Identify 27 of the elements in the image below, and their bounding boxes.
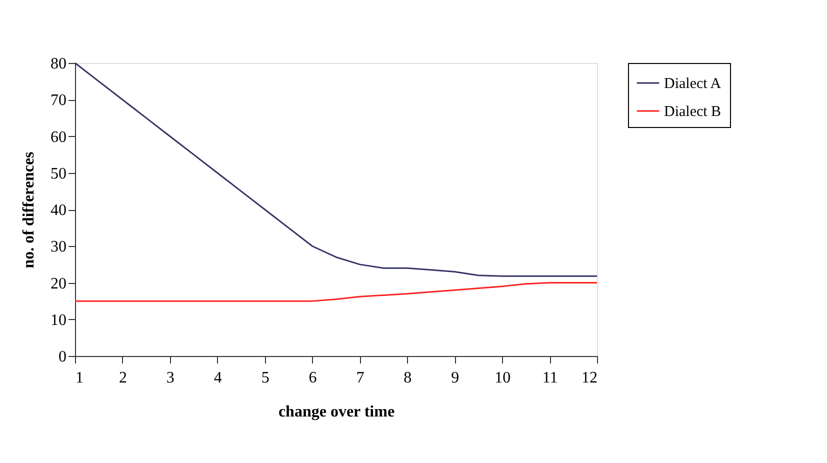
x-tick-label: 1 [76, 370, 84, 386]
y-tick-label: 10 [50, 312, 66, 329]
y-tick-label: 0 [58, 348, 66, 366]
y-tick-label: 40 [50, 202, 66, 219]
y-tick-label: 60 [50, 128, 66, 146]
x-axis-title: change over time [278, 404, 395, 420]
y-tick-label: 50 [50, 165, 66, 182]
legend-label: Dialect A [664, 76, 722, 92]
line-series [74, 62, 598, 277]
x-tick-label: 5 [261, 370, 270, 386]
y-axis-title: no. of differences [20, 152, 38, 268]
x-tick-label: 11 [542, 370, 558, 386]
x-tick-label: 8 [404, 370, 412, 386]
y-tick-label: 30 [50, 238, 66, 256]
y-tick-label: 70 [50, 92, 66, 110]
x-tick-label: 6 [308, 370, 317, 386]
line-series [74, 282, 598, 302]
x-tick-label: 2 [118, 370, 127, 386]
legend-label: Dialect B [664, 104, 722, 120]
x-tick-label: 10 [494, 370, 511, 386]
x-tick-label: 4 [214, 370, 222, 386]
x-tick-label: 7 [356, 370, 364, 386]
x-tick-label: 12 [582, 370, 598, 386]
x-tick-label: 3 [166, 370, 174, 386]
y-tick-label: 20 [50, 275, 66, 292]
y-tick-label: 80 [50, 56, 66, 72]
x-tick-label: 9 [451, 370, 460, 386]
